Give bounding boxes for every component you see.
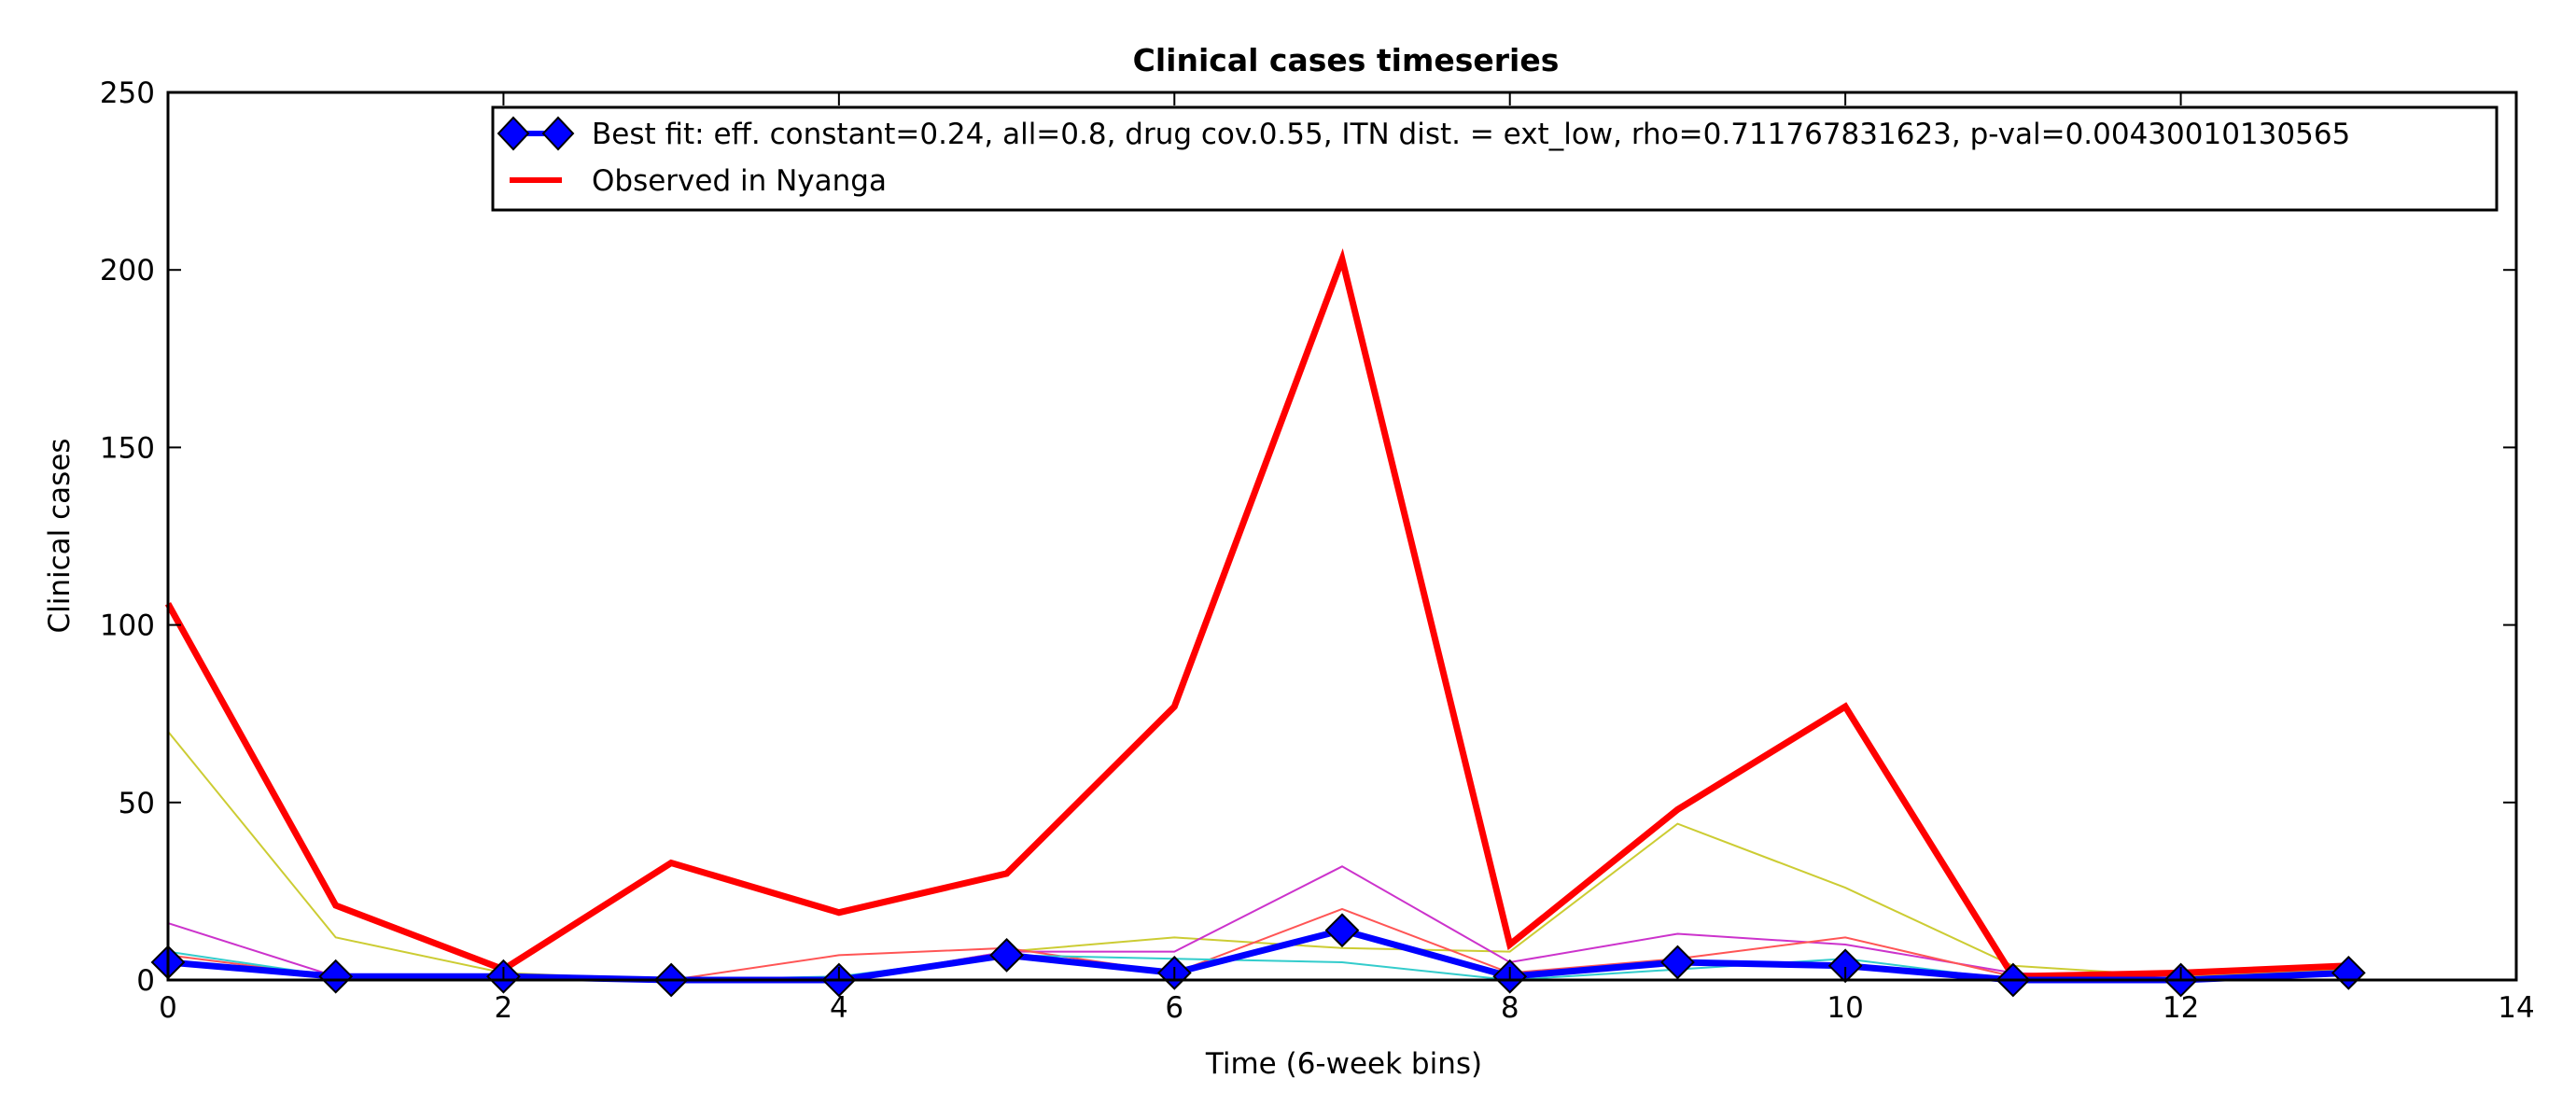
- y-tick-label-3: 150: [100, 431, 155, 465]
- data-point-best-fit-9: [1660, 945, 1695, 980]
- series-line-run-2: [167, 731, 2349, 981]
- x-tick-label-3: 6: [1165, 991, 1183, 1025]
- y-tick-label-5: 250: [100, 77, 155, 110]
- legend-label-observed: Observed in Nyanga: [592, 164, 887, 198]
- legend-label-best-fit: Best fit: eff. constant=0.24, all=0.8, d…: [592, 118, 2350, 151]
- x-tick-label-0: 0: [159, 991, 177, 1025]
- data-point-best-fit-13: [2331, 955, 2366, 990]
- x-tick-label-1: 2: [495, 991, 513, 1025]
- x-tick-label-2: 4: [830, 991, 848, 1025]
- data-point-best-fit-10: [1827, 948, 1863, 984]
- y-tick-label-2: 100: [100, 609, 155, 643]
- y-tick-label-0: 0: [136, 964, 155, 998]
- legend-marker-best-fit-1: [497, 116, 530, 151]
- legend-box: [491, 105, 2499, 212]
- legend-marker-best-fit-2: [541, 116, 575, 151]
- x-tick-label-7: 14: [2498, 991, 2534, 1025]
- y-tick-label-1: 50: [119, 787, 155, 820]
- plot-frame: [166, 91, 2518, 982]
- x-axis-label: Time (6-week bins): [1205, 1047, 1482, 1081]
- x-tick-label-6: 12: [2163, 991, 2199, 1025]
- ticks-layer: 0 2 4 6 8 10 12 14 0 50 100 150 200 250: [100, 77, 2535, 1025]
- y-tick-label-4: 200: [100, 254, 155, 287]
- series-line-best-fit: [167, 927, 2349, 984]
- y-axis-label: Clinical cases: [43, 438, 77, 633]
- x-tick-label-4: 8: [1501, 991, 1519, 1025]
- series-layer: [150, 247, 2366, 998]
- data-point-best-fit-1: [318, 959, 354, 994]
- series-line-observed: [164, 247, 2349, 980]
- chart-title: Clinical cases timeseries: [1133, 42, 1560, 78]
- data-point-best-fit-7: [1324, 913, 1360, 948]
- x-tick-label-5: 10: [1827, 991, 1863, 1025]
- data-point-best-fit-5: [989, 937, 1024, 973]
- legend: Best fit: eff. constant=0.24, all=0.8, d…: [491, 105, 2499, 212]
